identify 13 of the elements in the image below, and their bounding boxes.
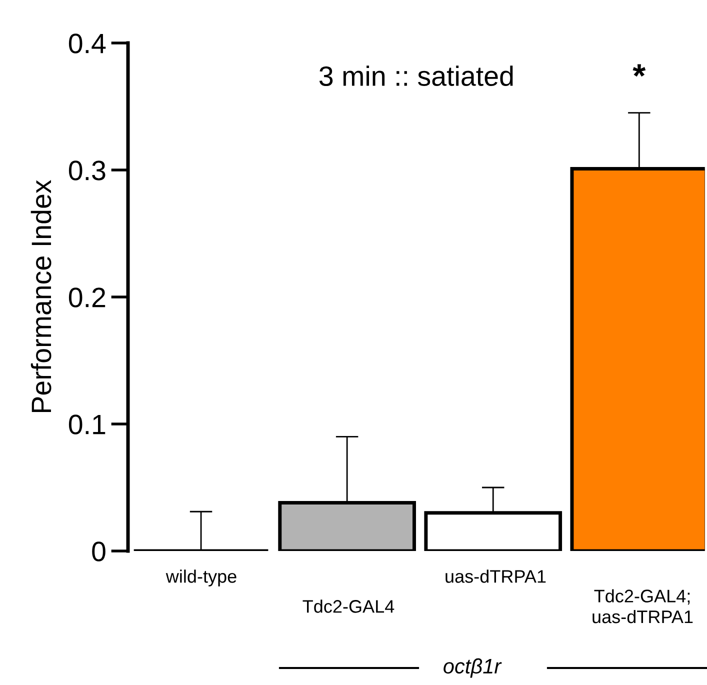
y-tick-label: 0.3 <box>68 160 106 180</box>
x-tick-label: Tdc2-GAL4 <box>302 600 394 613</box>
annotation: * <box>632 64 646 77</box>
y-tick-label: 0.2 <box>68 288 106 308</box>
x-tick-label: Tdc2-GAL4; uas-dTRPA1 <box>592 589 693 624</box>
y-tick-label: 0 <box>92 542 106 562</box>
text: 3 min :: satiated <box>319 66 513 86</box>
text: octβ1r <box>444 658 502 678</box>
x-tick-label: uas-dTRPA1 <box>446 570 546 583</box>
y-axis-title: Performance Index <box>30 180 52 412</box>
x-tick-label: wild-type <box>166 570 236 586</box>
y-tick-label: 0.1 <box>68 414 106 434</box>
y-tick-label: 0.4 <box>68 34 106 54</box>
